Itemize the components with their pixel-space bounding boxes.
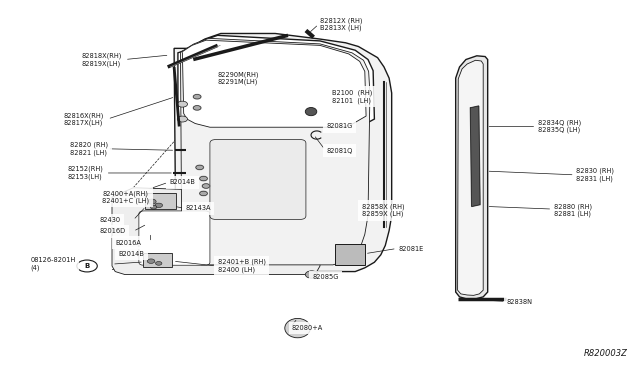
Circle shape — [147, 259, 155, 263]
Text: 82400+A(RH)
82401+C (LH): 82400+A(RH) 82401+C (LH) — [102, 190, 150, 204]
Circle shape — [200, 191, 207, 196]
FancyBboxPatch shape — [139, 211, 210, 265]
Text: 82081Q: 82081Q — [326, 148, 353, 154]
Text: 82830 (RH)
82831 (LH): 82830 (RH) 82831 (LH) — [576, 168, 614, 182]
Text: B2014B: B2014B — [118, 251, 144, 257]
Text: 82085G: 82085G — [312, 274, 339, 280]
Text: B2014B: B2014B — [170, 179, 195, 185]
Polygon shape — [180, 38, 370, 265]
Circle shape — [196, 165, 204, 170]
Circle shape — [147, 199, 156, 204]
Text: 82834Q (RH)
82835Q (LH): 82834Q (RH) 82835Q (LH) — [538, 119, 581, 134]
Circle shape — [155, 203, 163, 208]
Text: 82290M(RH)
82291M(LH): 82290M(RH) 82291M(LH) — [218, 71, 259, 85]
Text: 08126-8201H
(4): 08126-8201H (4) — [31, 257, 76, 271]
FancyBboxPatch shape — [335, 244, 365, 265]
Polygon shape — [456, 56, 488, 299]
Circle shape — [193, 106, 201, 110]
FancyBboxPatch shape — [143, 253, 172, 267]
Circle shape — [305, 271, 318, 278]
Text: B2100  (RH)
82101  (LH): B2100 (RH) 82101 (LH) — [332, 90, 372, 104]
Polygon shape — [174, 33, 392, 272]
Text: 82081G: 82081G — [326, 124, 353, 129]
Text: 82818X(RH)
82819X(LH): 82818X(RH) 82819X(LH) — [82, 52, 122, 67]
Text: 82081E: 82081E — [398, 246, 423, 252]
Circle shape — [177, 116, 188, 122]
Circle shape — [202, 184, 210, 188]
Polygon shape — [182, 40, 366, 127]
Circle shape — [200, 176, 207, 181]
Circle shape — [156, 262, 162, 265]
Text: B2016A: B2016A — [115, 240, 141, 246]
Circle shape — [193, 94, 201, 99]
Circle shape — [150, 205, 157, 209]
Polygon shape — [458, 60, 483, 295]
Text: 82401+B (RH)
82400 (LH): 82401+B (RH) 82400 (LH) — [218, 259, 266, 273]
Text: B: B — [84, 263, 90, 269]
Circle shape — [177, 101, 188, 107]
Ellipse shape — [285, 318, 310, 338]
Polygon shape — [178, 35, 374, 131]
Text: 82838N: 82838N — [507, 299, 533, 305]
Text: 82152(RH)
82153(LH): 82152(RH) 82153(LH) — [67, 166, 103, 180]
Polygon shape — [470, 106, 480, 206]
FancyBboxPatch shape — [210, 140, 306, 219]
Text: 82820 (RH)
82821 (LH): 82820 (RH) 82821 (LH) — [70, 142, 109, 156]
FancyBboxPatch shape — [145, 193, 176, 209]
Text: 82880 (RH)
82881 (LH): 82880 (RH) 82881 (LH) — [554, 203, 592, 217]
Text: 82858X (RH)
82859X (LH): 82858X (RH) 82859X (LH) — [362, 203, 404, 217]
Text: 82143A: 82143A — [186, 205, 211, 211]
Text: 82430: 82430 — [99, 217, 120, 223]
Text: 82016D: 82016D — [99, 228, 125, 234]
Polygon shape — [112, 188, 320, 275]
Text: 82080+A: 82080+A — [292, 325, 323, 331]
Text: R820003Z: R820003Z — [583, 349, 627, 358]
Text: 82816X(RH)
82817X(LH): 82816X(RH) 82817X(LH) — [64, 112, 104, 126]
Ellipse shape — [305, 108, 317, 116]
Text: 82812X (RH)
B2813X (LH): 82812X (RH) B2813X (LH) — [320, 17, 362, 31]
